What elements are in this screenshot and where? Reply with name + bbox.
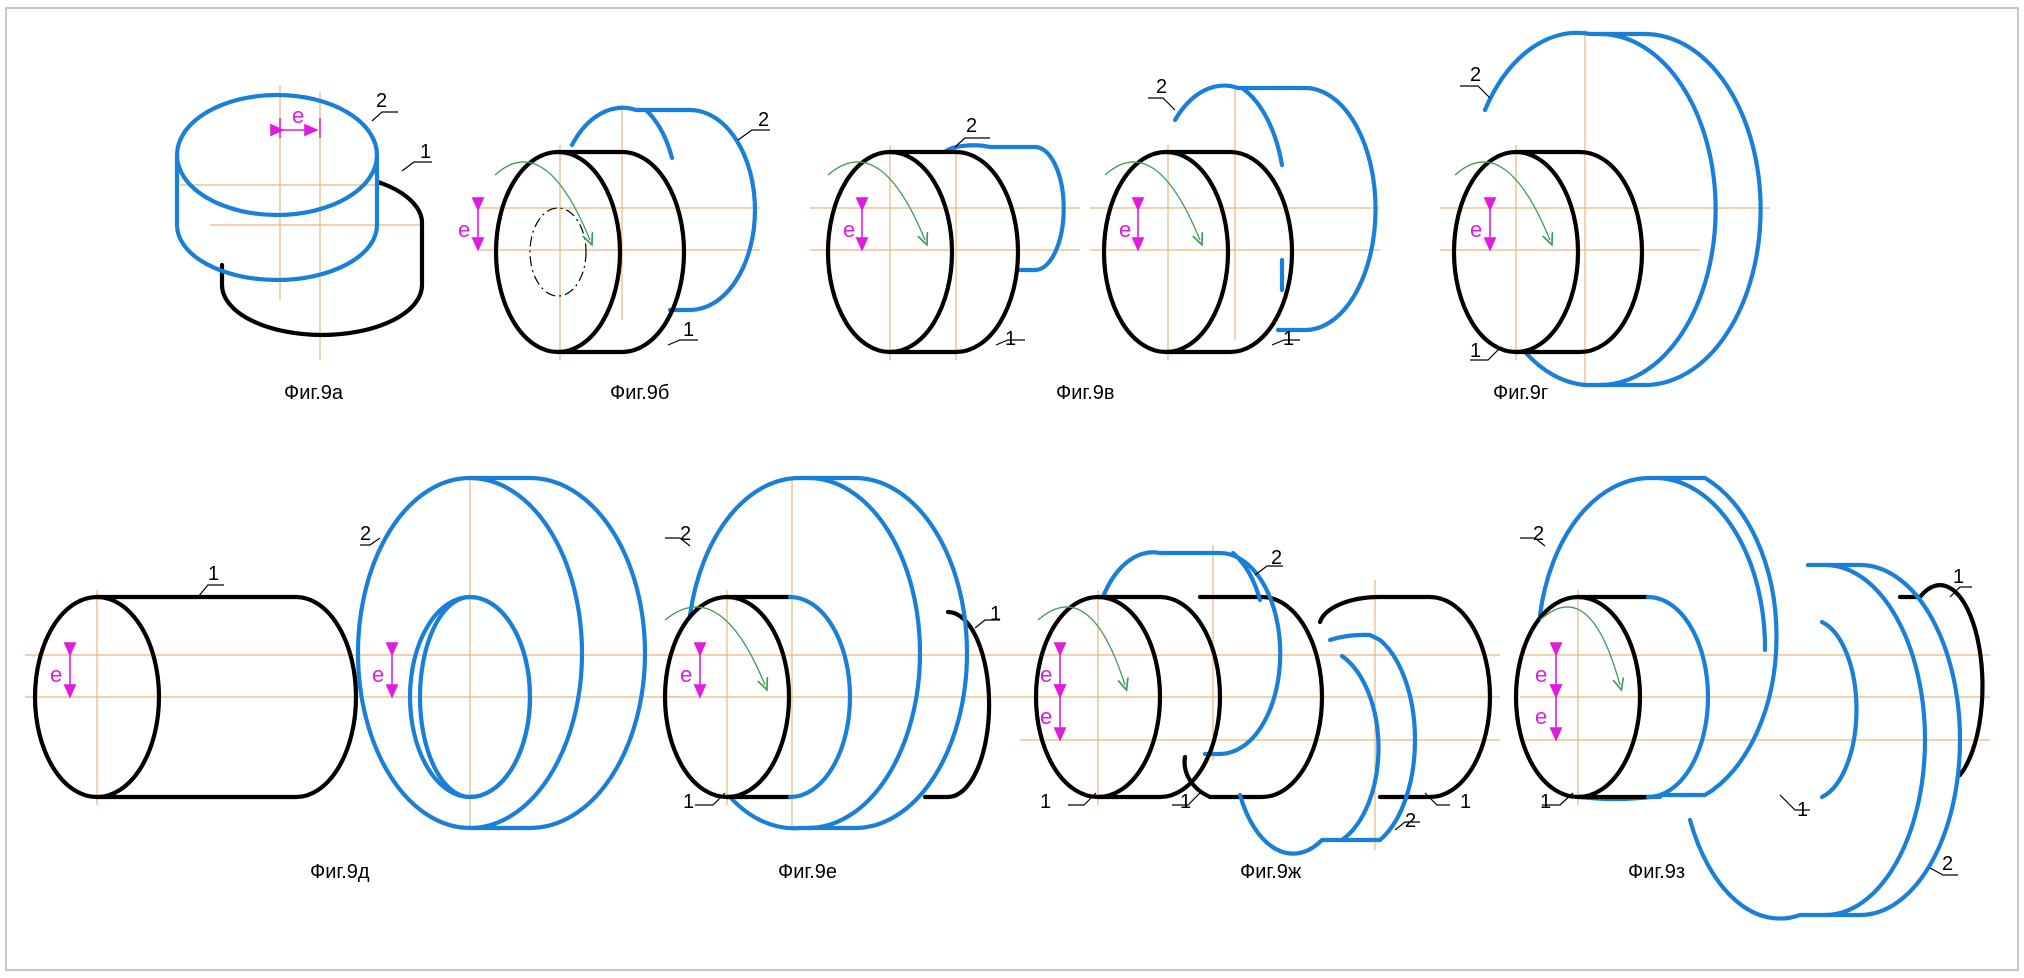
part-label-2: 2: [376, 90, 387, 112]
part-label-1: 1: [683, 791, 694, 813]
part-label-1: 1: [420, 141, 431, 163]
part-label-1: 1: [1953, 566, 1964, 588]
caption-fig-9z: Фиг.9з: [1628, 861, 1685, 883]
part-label-2: 2: [1470, 64, 1481, 86]
eccentricity-label: e: [1470, 217, 1482, 242]
part-label-2: 2: [1271, 547, 1282, 569]
part-label-1: 1: [1180, 791, 1191, 813]
part-label-2: 2: [1533, 523, 1544, 545]
eccentricity-label: e: [372, 662, 384, 687]
part-label-1: 1: [208, 563, 219, 585]
part-label-1: 1: [1283, 328, 1294, 350]
figure-9zh: e e 2 2 1 1 1 Фиг.9ж: [1020, 545, 1500, 883]
part-label-1: 1: [1460, 791, 1471, 813]
figure-9b: e 2 1 Фиг.9б: [458, 105, 770, 404]
part-label-1: 1: [1005, 328, 1016, 350]
eccentricity-label: e: [1535, 704, 1547, 729]
caption-fig-9d: Фиг.9д: [310, 861, 370, 883]
figure-9v-part2: e 2 1: [1090, 76, 1380, 360]
eccentricity-label: e: [843, 217, 855, 242]
caption-fig-9zh: Фиг.9ж: [1240, 861, 1302, 883]
part-label-2: 2: [1942, 853, 1953, 875]
eccentricity-label: e: [458, 217, 470, 242]
eccentricity-label: e: [1040, 704, 1052, 729]
part-label-1: 1: [1470, 340, 1481, 362]
part-label-2: 2: [1156, 76, 1167, 98]
eccentricity-label: e: [1535, 662, 1547, 687]
part-label-2: 2: [360, 523, 371, 545]
part-label-2: 2: [966, 115, 977, 137]
drawing-frame: [5, 7, 2019, 971]
figure-9g: e 2 1 Фиг.9г: [1440, 30, 1770, 404]
caption-fig-9g: Фиг.9г: [1493, 382, 1548, 404]
figure-9v: e 2 1 Фиг.9в: [810, 115, 1115, 404]
part-label-2: 2: [1405, 810, 1416, 832]
part-label-2: 2: [680, 523, 691, 545]
eccentricity-label: e: [1119, 217, 1131, 242]
caption-fig-9v: Фиг.9в: [1056, 382, 1115, 404]
caption-fig-9a: Фиг.9а: [284, 382, 344, 404]
part-label-2: 2: [758, 109, 769, 131]
part-label-1: 1: [990, 603, 1001, 625]
part-label-1: 1: [1040, 791, 1051, 813]
eccentricity-label: e: [292, 103, 304, 128]
figure-9z: e e 2 1 1 1 2 Фиг.9з: [1513, 475, 1990, 921]
caption-fig-9e: Фиг.9е: [778, 861, 837, 883]
figure-9d: e e 1 2 Фиг.9д: [25, 475, 680, 883]
eccentricity-label: e: [1040, 662, 1052, 687]
figure-9a: e 2 1 Фиг.9а: [174, 85, 432, 404]
part-label-1: 1: [683, 319, 694, 341]
caption-fig-9b: Фиг.9б: [610, 382, 669, 404]
eccentricity-label: e: [680, 662, 692, 687]
figure-9e: e 2 1 1 Фиг.9е: [660, 475, 1020, 883]
eccentricity-label: e: [50, 662, 62, 687]
part-label-1: 1: [1540, 791, 1551, 813]
part-label-1: 1: [1797, 799, 1808, 821]
